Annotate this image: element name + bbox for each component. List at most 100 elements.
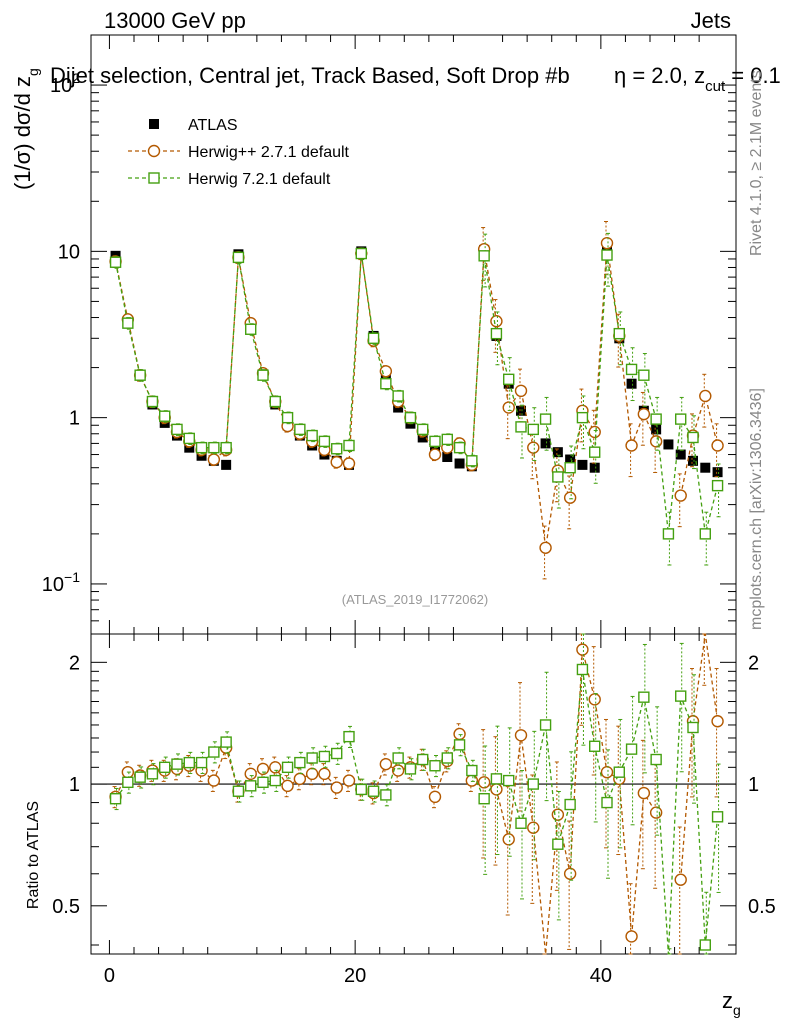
- herwig-2-7-1-default-ratio-point: [281, 779, 294, 793]
- herwig-7-2-1-default-point: [589, 446, 601, 458]
- herwig-2-7-1-default-point: [207, 453, 221, 466]
- atlas-point: [663, 439, 674, 450]
- herwig-7-2-1-default-point: [122, 317, 134, 329]
- herwig-7-2-1-default-ratio-point: [527, 778, 539, 790]
- herwig-7-2-1-default-point: [355, 247, 367, 260]
- herwig-7-2-1-default-point: [564, 462, 576, 474]
- herwig-7-2-1-default-ratio-point: [429, 760, 441, 772]
- herwig-2-7-1-default-point: [502, 401, 515, 414]
- herwig-2-7-1-default-ratio-point: [637, 786, 651, 800]
- herwig-7-2-1-default-point: [539, 413, 552, 425]
- herwig-2-7-1-default-ratio-point: [342, 774, 356, 787]
- herwig-7-2-1-default-ratio-point: [478, 793, 490, 805]
- herwig-7-2-1-default-point: [417, 423, 429, 436]
- herwig-2-7-1-default-ratio-point: [502, 833, 515, 846]
- header-left: 13000 GeV pp: [104, 8, 246, 33]
- y-axis-title: (1/σ) dσ/d zg: [10, 68, 41, 190]
- herwig-7-2-1-default-ratio-point: [343, 730, 355, 743]
- herwig-2-7-1-default-ratio-point: [576, 643, 589, 656]
- atlas-point: [577, 459, 588, 470]
- herwig-7-2-1-default-ratio-point: [208, 746, 220, 758]
- herwig-7-2-1-default-ratio-point: [650, 753, 662, 766]
- zcut-subscript: cut: [705, 78, 726, 95]
- herwig-2-7-1-default-point: [490, 315, 503, 328]
- legend-atlas-marker: [149, 119, 159, 129]
- herwig-7-2-1-default-point: [232, 251, 245, 264]
- herwig-2-7-1-default-point: [428, 448, 442, 461]
- analysis-watermark: (ATLAS_2019_I1772062): [342, 592, 488, 607]
- herwig-7-2-1-default-ratio-point: [159, 761, 171, 774]
- herwig-7-2-1-default-ratio-point: [576, 663, 589, 676]
- herwig-7-2-1-default-point: [613, 327, 625, 340]
- herwig-7-2-1-default-ratio-point: [367, 785, 380, 797]
- herwig-2-7-1-default-ratio-point: [563, 867, 577, 880]
- atlas-point: [675, 449, 686, 460]
- herwig-2-7-1-default-point: [699, 389, 712, 403]
- herwig-7-2-1-default-point: [392, 390, 404, 402]
- main-panel-marks: [109, 220, 724, 580]
- legend-herwig-2-7-1-default-label: Herwig++ 2.7.1 default: [188, 144, 350, 161]
- herwig-7-2-1-default-point: [478, 250, 490, 262]
- herwig-7-2-1-default-ratio-point: [245, 780, 257, 792]
- herwig-7-2-1-default-point: [294, 423, 306, 436]
- herwig-7-2-1-default-point: [453, 441, 466, 454]
- ratio-axis-title: Ratio to ATLAS: [25, 801, 42, 909]
- herwig-7-2-1-default-point: [343, 439, 355, 452]
- herwig-7-2-1-default-point: [625, 363, 638, 376]
- herwig-2-7-1-default-ratio-point: [293, 772, 307, 786]
- x-tick-label: 0: [104, 965, 115, 987]
- herwig-7-2-1-default-ratio-point: [503, 774, 515, 787]
- herwig-7-2-1-default-ratio-point: [515, 817, 527, 829]
- herwig-7-2-1-default-point: [552, 471, 564, 483]
- herwig-2-7-1-default-ratio-point: [600, 765, 614, 779]
- herwig-7-2-1-default-point: [281, 411, 294, 424]
- eta-text: η = 2.0, z: [614, 63, 705, 88]
- ratio-tick-label: 2: [69, 652, 80, 674]
- herwig-7-2-1-default-point: [662, 528, 675, 540]
- herwig-7-2-1-default-point: [269, 395, 281, 408]
- herwig-7-2-1-default-ratio-point: [417, 753, 429, 766]
- x-axis-title-sub: g: [733, 1002, 741, 1018]
- herwig-2-7-1-default-ratio-point: [207, 774, 221, 787]
- herwig-2-7-1-default-ratio-point: [477, 776, 491, 789]
- legend-herwig-7-2-1-default-label: Herwig 7.2.1 default: [188, 171, 331, 188]
- herwig-7-2-1-default-ratio-point: [306, 752, 318, 764]
- herwig-7-2-1-default-ratio-point: [687, 721, 699, 734]
- mcplots-label: mcplots.cern.ch [arXiv:1306.3436]: [748, 388, 765, 630]
- herwig-7-2-1-default-ratio-point: [331, 747, 343, 760]
- y-tick-label: 102: [50, 70, 80, 97]
- herwig-7-2-1-default-point: [331, 443, 343, 455]
- herwig-7-2-1-default-point: [195, 441, 208, 454]
- herwig-7-2-1-default-point: [638, 369, 650, 381]
- herwig-7-2-1-default-ratio-point: [146, 768, 159, 780]
- herwig-7-2-1-default-point: [318, 435, 331, 448]
- ratio-tick-label: 0.5: [748, 896, 776, 918]
- herwig-7-2-1-default-ratio-point: [711, 811, 724, 823]
- herwig-7-2-1-default-point: [171, 423, 183, 436]
- herwig-2-7-1-default-ratio-point: [649, 806, 663, 819]
- herwig-7-2-1-default-ratio-point: [380, 789, 392, 801]
- legend: ATLAS Herwig++ 2.7.1 default Herwig 7.2.1 …: [128, 117, 350, 188]
- herwig-7-2-1-default-ratio-point: [564, 798, 576, 811]
- atlas-point: [540, 438, 551, 449]
- herwig-7-2-1-default-point: [576, 411, 589, 424]
- herwig-7-2-1-default-point: [429, 435, 441, 448]
- herwig-2-7-1-default-point: [625, 439, 638, 452]
- herwig-7-2-1-default-ratio-point: [195, 756, 208, 769]
- herwig-2-7-1-default-ratio-point: [514, 729, 528, 742]
- herwig-7-2-1-default-ratio-point: [220, 736, 232, 748]
- herwig-7-2-1-default-ratio-point: [392, 752, 404, 764]
- herwig-7-2-1-default-point: [675, 413, 687, 425]
- herwig-7-2-1-default-point: [306, 429, 318, 442]
- herwig-7-2-1-default-point: [515, 421, 527, 433]
- axes-group: 0 20 40 10−1 1 10 102 0.5 0.5 1 1 2 2: [42, 34, 776, 987]
- y-tick-label: 10−1: [42, 569, 80, 596]
- x-tick-label: 40: [590, 965, 612, 987]
- herwig-2-7-1-default-point: [649, 435, 663, 448]
- herwig-2-7-1-default-point: [330, 455, 343, 469]
- herwig-2-7-1-default-point: [342, 457, 356, 470]
- herwig-7-2-1-default-point: [159, 410, 171, 422]
- herwig-2-7-1-default-point: [637, 407, 651, 421]
- ratio-tick-label: 1: [69, 774, 80, 796]
- legend-herwig-7-2-1-default-marker: [148, 172, 160, 184]
